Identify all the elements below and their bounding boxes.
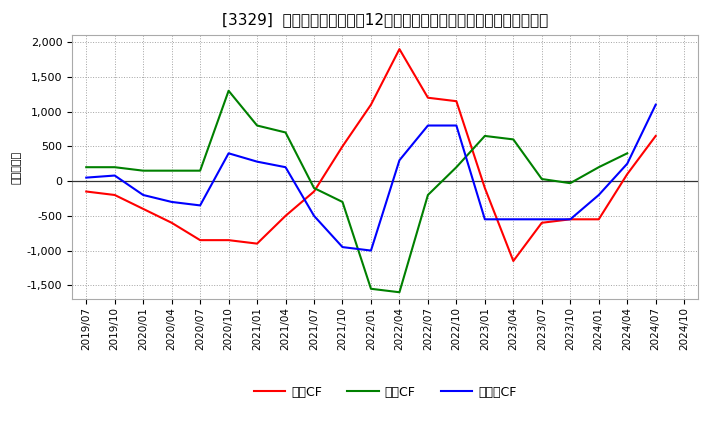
営業CF: [652, 133, 660, 139]
フリーCF: [537, 216, 546, 222]
フリーCF: [139, 192, 148, 198]
投資CF: [253, 123, 261, 128]
フリーCF: [110, 173, 119, 178]
営業CF: [282, 213, 290, 219]
フリーCF: [253, 159, 261, 164]
フリーCF: [338, 245, 347, 250]
投資CF: [395, 290, 404, 295]
フリーCF: [509, 216, 518, 222]
Legend: 営業CF, 投資CF, フリーCF: 営業CF, 投資CF, フリーCF: [249, 381, 521, 404]
営業CF: [423, 95, 432, 100]
フリーCF: [82, 175, 91, 180]
フリーCF: [452, 123, 461, 128]
Line: 投資CF: 投資CF: [86, 91, 627, 292]
営業CF: [366, 102, 375, 107]
投資CF: [623, 150, 631, 156]
営業CF: [480, 185, 489, 191]
投資CF: [338, 199, 347, 205]
フリーCF: [423, 123, 432, 128]
投資CF: [509, 137, 518, 142]
フリーCF: [623, 161, 631, 166]
フリーCF: [282, 165, 290, 170]
営業CF: [537, 220, 546, 225]
投資CF: [282, 130, 290, 135]
フリーCF: [395, 158, 404, 163]
投資CF: [423, 192, 432, 198]
営業CF: [595, 216, 603, 222]
営業CF: [395, 47, 404, 52]
営業CF: [338, 144, 347, 149]
営業CF: [139, 206, 148, 212]
投資CF: [196, 168, 204, 173]
投資CF: [82, 165, 91, 170]
営業CF: [82, 189, 91, 194]
投資CF: [139, 168, 148, 173]
投資CF: [480, 133, 489, 139]
Line: 営業CF: 営業CF: [86, 49, 656, 261]
フリーCF: [595, 192, 603, 198]
営業CF: [196, 238, 204, 243]
フリーCF: [225, 150, 233, 156]
投資CF: [225, 88, 233, 93]
フリーCF: [566, 216, 575, 222]
Y-axis label: （百万円）: （百万円）: [12, 150, 21, 184]
営業CF: [225, 238, 233, 243]
営業CF: [110, 192, 119, 198]
営業CF: [509, 258, 518, 264]
投資CF: [452, 165, 461, 170]
投資CF: [366, 286, 375, 291]
投資CF: [167, 168, 176, 173]
投資CF: [110, 165, 119, 170]
営業CF: [310, 189, 318, 194]
投資CF: [566, 180, 575, 186]
フリーCF: [196, 203, 204, 208]
フリーCF: [480, 216, 489, 222]
フリーCF: [310, 213, 318, 219]
投資CF: [595, 165, 603, 170]
Title: [3329]  キャッシュフローの12か月移動合計の対前年同期増減額の推移: [3329] キャッシュフローの12か月移動合計の対前年同期増減額の推移: [222, 12, 549, 27]
営業CF: [452, 99, 461, 104]
投資CF: [537, 176, 546, 182]
投資CF: [310, 185, 318, 191]
フリーCF: [167, 199, 176, 205]
営業CF: [566, 216, 575, 222]
営業CF: [623, 172, 631, 177]
フリーCF: [652, 102, 660, 107]
営業CF: [253, 241, 261, 246]
Line: フリーCF: フリーCF: [86, 105, 656, 250]
営業CF: [167, 220, 176, 225]
フリーCF: [366, 248, 375, 253]
